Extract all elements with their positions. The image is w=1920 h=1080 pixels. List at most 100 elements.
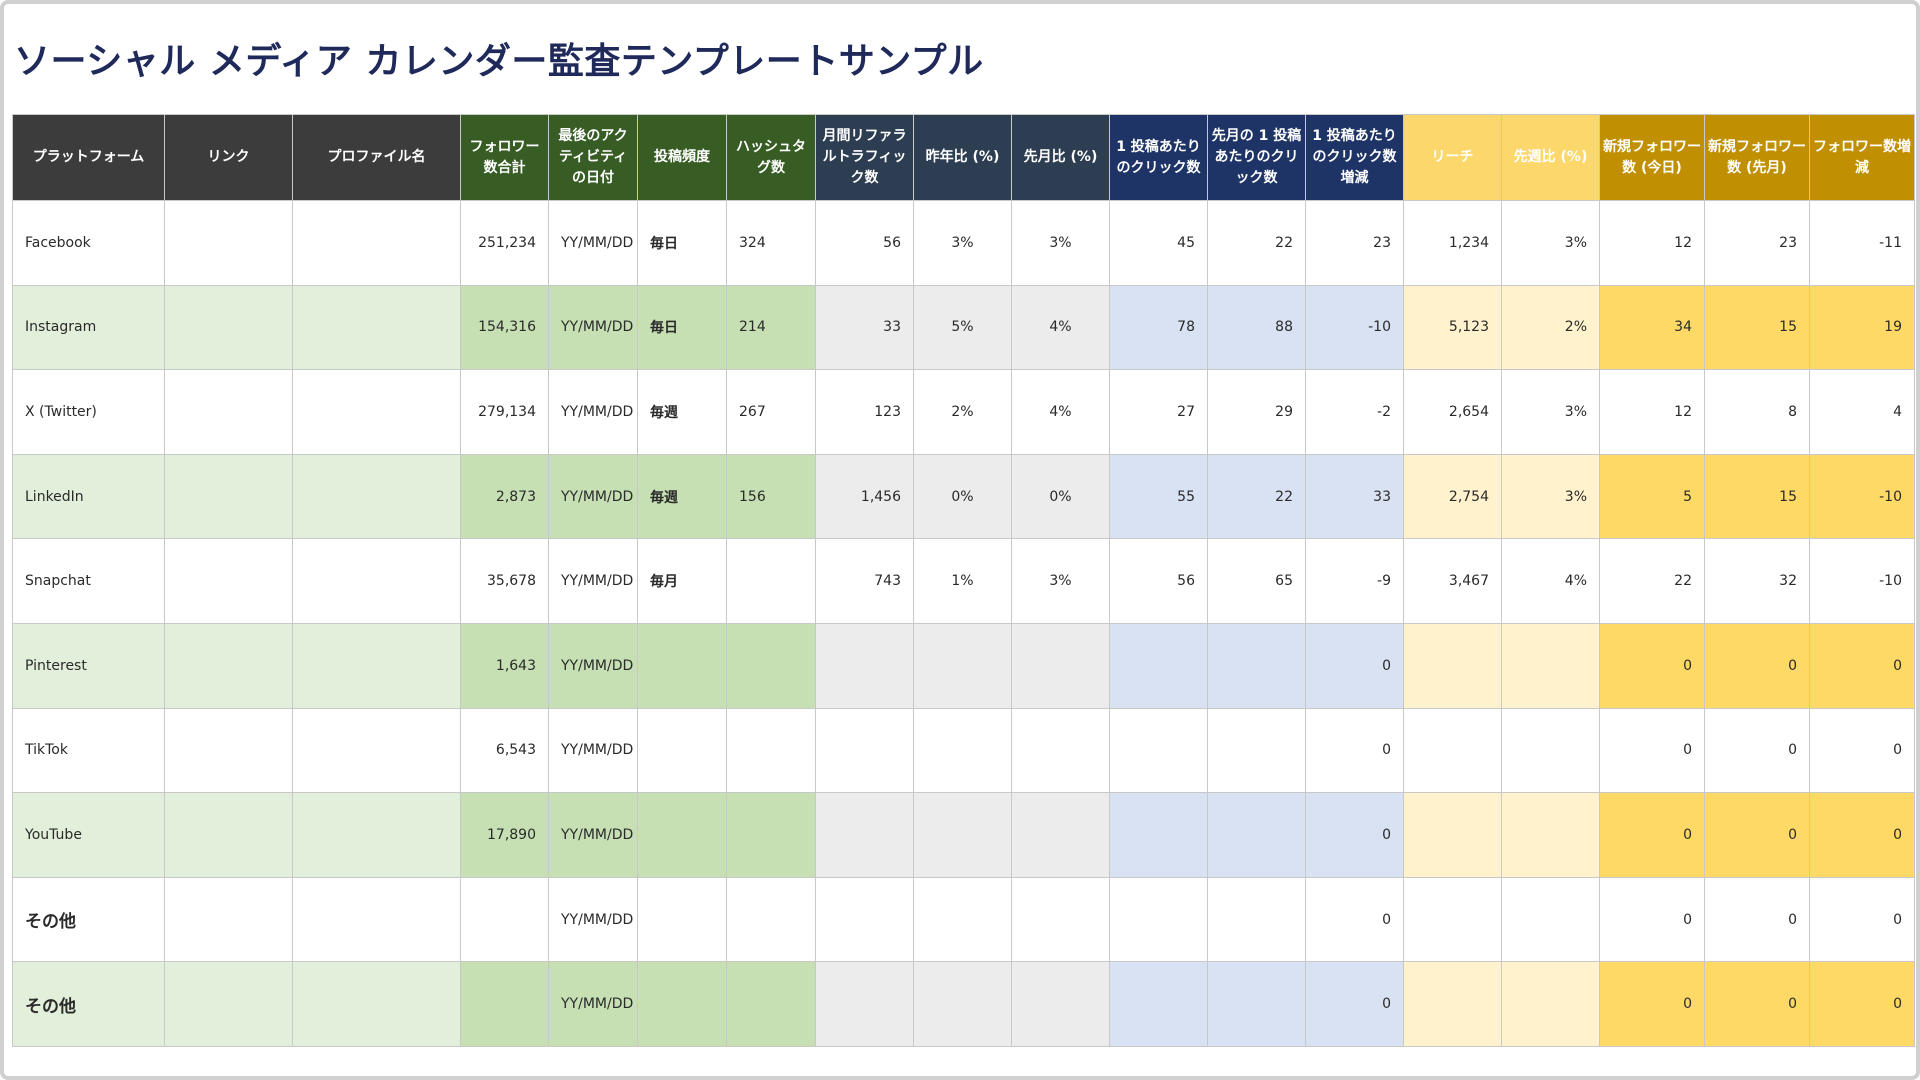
cell-yoy[interactable]: 1% (913, 538, 1012, 624)
cell-total-followers[interactable] (460, 961, 549, 1047)
cell-clicks-per-post-change[interactable]: 23 (1305, 200, 1404, 286)
cell-post-frequency[interactable] (637, 707, 727, 794)
cell-clicks-per-post-change[interactable]: -9 (1305, 538, 1404, 624)
cell-total-followers[interactable]: 2,873 (460, 453, 549, 540)
cell-hashtag-count[interactable]: 156 (726, 453, 816, 540)
header-total-followers[interactable]: フォロワー数合計 (460, 114, 549, 201)
cell-new-followers-last-month[interactable]: 0 (1704, 961, 1810, 1047)
cell-monthly-referral-traffic[interactable]: 56 (815, 200, 914, 286)
cell-post-frequency[interactable] (637, 622, 727, 709)
cell-platform[interactable]: Pinterest (12, 622, 165, 709)
cell-last-month-clicks-per-post[interactable] (1207, 707, 1306, 794)
cell-hashtag-count[interactable]: 214 (726, 284, 816, 371)
cell-link[interactable] (164, 876, 293, 963)
cell-new-followers-last-month[interactable]: 8 (1704, 369, 1810, 455)
cell-monthly-referral-traffic[interactable] (815, 622, 914, 709)
cell-last-month-clicks-per-post[interactable] (1207, 876, 1306, 963)
cell-last-month-clicks-per-post[interactable]: 65 (1207, 538, 1306, 624)
cell-post-frequency[interactable] (637, 792, 727, 878)
cell-monthly-referral-traffic[interactable]: 33 (815, 284, 914, 371)
cell-platform[interactable]: TikTok (12, 707, 165, 794)
cell-link[interactable] (164, 200, 293, 286)
cell-profile-name[interactable] (292, 792, 461, 878)
cell-yoy[interactable] (913, 622, 1012, 709)
header-yoy[interactable]: 昨年比 (%) (913, 114, 1012, 201)
cell-clicks-per-post[interactable] (1109, 792, 1208, 878)
cell-link[interactable] (164, 538, 293, 624)
cell-last-activity-date[interactable]: YY/MM/DD (548, 622, 638, 709)
cell-clicks-per-post-change[interactable]: 0 (1305, 707, 1404, 794)
header-clicks-per-post[interactable]: 1 投稿あたりのクリック数 (1109, 114, 1208, 201)
cell-new-followers-today[interactable]: 0 (1599, 961, 1705, 1047)
cell-hashtag-count[interactable]: 324 (726, 200, 816, 286)
cell-new-followers-last-month[interactable]: 0 (1704, 707, 1810, 794)
cell-last-activity-date[interactable]: YY/MM/DD (548, 369, 638, 455)
cell-post-frequency[interactable]: 毎週 (637, 453, 727, 540)
cell-follower-change[interactable]: 0 (1809, 622, 1915, 709)
cell-profile-name[interactable] (292, 369, 461, 455)
cell-reach[interactable]: 1,234 (1403, 200, 1502, 286)
cell-yoy[interactable]: 3% (913, 200, 1012, 286)
cell-yoy[interactable] (913, 876, 1012, 963)
cell-mom[interactable] (1011, 876, 1110, 963)
cell-new-followers-today[interactable]: 34 (1599, 284, 1705, 371)
cell-last-activity-date[interactable]: YY/MM/DD (548, 200, 638, 286)
header-link[interactable]: リンク (164, 114, 293, 201)
cell-clicks-per-post[interactable] (1109, 707, 1208, 794)
cell-profile-name[interactable] (292, 876, 461, 963)
cell-last-activity-date[interactable]: YY/MM/DD (548, 284, 638, 371)
cell-hashtag-count[interactable] (726, 538, 816, 624)
cell-profile-name[interactable] (292, 453, 461, 540)
cell-profile-name[interactable] (292, 284, 461, 371)
cell-post-frequency[interactable]: 毎週 (637, 369, 727, 455)
cell-wow[interactable]: 3% (1501, 369, 1600, 455)
cell-total-followers[interactable]: 251,234 (460, 200, 549, 286)
cell-new-followers-today[interactable]: 0 (1599, 622, 1705, 709)
cell-link[interactable] (164, 284, 293, 371)
cell-link[interactable] (164, 369, 293, 455)
cell-link[interactable] (164, 792, 293, 878)
cell-yoy[interactable] (913, 707, 1012, 794)
cell-wow[interactable]: 3% (1501, 200, 1600, 286)
cell-platform[interactable]: Snapchat (12, 538, 165, 624)
cell-new-followers-last-month[interactable]: 15 (1704, 284, 1810, 371)
cell-total-followers[interactable]: 1,643 (460, 622, 549, 709)
cell-mom[interactable] (1011, 792, 1110, 878)
cell-platform[interactable]: LinkedIn (12, 453, 165, 540)
cell-wow[interactable]: 3% (1501, 453, 1600, 540)
cell-clicks-per-post[interactable]: 55 (1109, 453, 1208, 540)
cell-link[interactable] (164, 961, 293, 1047)
cell-follower-change[interactable]: 0 (1809, 707, 1915, 794)
cell-follower-change[interactable]: -11 (1809, 200, 1915, 286)
cell-total-followers[interactable]: 6,543 (460, 707, 549, 794)
cell-last-activity-date[interactable]: YY/MM/DD (548, 538, 638, 624)
cell-new-followers-last-month[interactable]: 23 (1704, 200, 1810, 286)
cell-total-followers[interactable]: 279,134 (460, 369, 549, 455)
cell-platform[interactable]: その他 (12, 876, 165, 963)
cell-clicks-per-post-change[interactable]: 0 (1305, 961, 1404, 1047)
cell-clicks-per-post-change[interactable]: 0 (1305, 876, 1404, 963)
cell-wow[interactable]: 2% (1501, 284, 1600, 371)
cell-yoy[interactable]: 0% (913, 453, 1012, 540)
cell-follower-change[interactable]: 0 (1809, 876, 1915, 963)
cell-yoy[interactable] (913, 792, 1012, 878)
cell-new-followers-last-month[interactable]: 32 (1704, 538, 1810, 624)
cell-new-followers-today[interactable]: 0 (1599, 876, 1705, 963)
cell-mom[interactable] (1011, 707, 1110, 794)
cell-mom[interactable] (1011, 961, 1110, 1047)
cell-platform[interactable]: その他 (12, 961, 165, 1047)
cell-clicks-per-post-change[interactable]: -2 (1305, 369, 1404, 455)
cell-follower-change[interactable]: -10 (1809, 538, 1915, 624)
cell-reach[interactable]: 5,123 (1403, 284, 1502, 371)
cell-mom[interactable]: 3% (1011, 200, 1110, 286)
cell-new-followers-today[interactable]: 0 (1599, 792, 1705, 878)
cell-monthly-referral-traffic[interactable] (815, 792, 914, 878)
cell-mom[interactable]: 3% (1011, 538, 1110, 624)
cell-hashtag-count[interactable] (726, 792, 816, 878)
cell-clicks-per-post-change[interactable]: 0 (1305, 792, 1404, 878)
cell-post-frequency[interactable]: 毎月 (637, 538, 727, 624)
cell-follower-change[interactable]: -10 (1809, 453, 1915, 540)
cell-wow[interactable] (1501, 876, 1600, 963)
cell-clicks-per-post[interactable]: 78 (1109, 284, 1208, 371)
cell-new-followers-today[interactable]: 22 (1599, 538, 1705, 624)
